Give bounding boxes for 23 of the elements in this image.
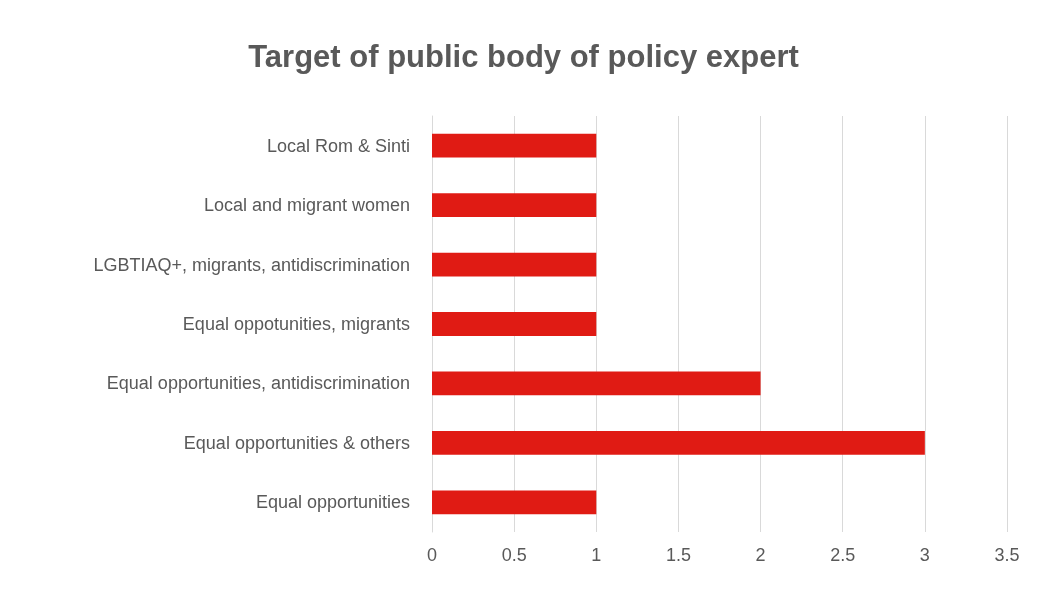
y-tick-label: LGBTIAQ+, migrants, antidiscrimination <box>93 254 410 275</box>
x-tick-label: 3 <box>919 545 930 565</box>
x-tick-label: 1 <box>591 545 602 565</box>
x-tick-label: 0 <box>426 545 438 565</box>
y-tick-label: Equal opportunities & others <box>183 432 410 453</box>
bar <box>432 490 597 515</box>
x-tick-label: 0.5 <box>501 545 527 565</box>
x-tick-label: 3.5 <box>994 545 1020 565</box>
bar <box>432 371 761 396</box>
y-tick-label: Local and migrant women <box>203 195 410 216</box>
bar <box>432 252 597 277</box>
bar <box>432 133 597 158</box>
y-tick-label: Equal opportunities <box>255 492 410 513</box>
x-tick-label: 1.5 <box>665 545 691 565</box>
bar <box>432 430 925 455</box>
y-tick-label: Equal opportunities, antidiscrimination <box>106 373 410 394</box>
y-tick-label: Local Rom & Sinti <box>266 135 410 156</box>
y-tick-label: Equal oppotunities, migrants <box>182 314 410 334</box>
chart-title: Target of public body of policy expert <box>248 39 799 74</box>
x-tick-label: 2.5 <box>830 545 856 565</box>
bar <box>432 312 597 336</box>
bar <box>432 193 597 218</box>
x-tick-label: 2 <box>755 545 766 565</box>
